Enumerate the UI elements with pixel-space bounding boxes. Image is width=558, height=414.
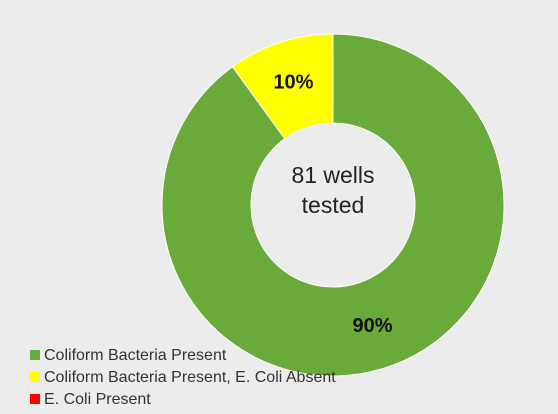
legend-label: Coliform Bacteria Present, E. Coli Absen… — [44, 369, 336, 386]
donut-slice — [231, 33, 334, 140]
donut-slice — [161, 33, 505, 377]
center-label: 81 wells tested — [291, 162, 375, 218]
legend-label: Coliform Bacteria Present — [44, 347, 227, 364]
legend-swatch — [30, 350, 40, 360]
data-label: 10% — [273, 72, 313, 94]
legend-label: E. Coli Present — [44, 391, 151, 408]
legend-swatch — [30, 394, 40, 404]
data-label: 90% — [353, 315, 393, 337]
legend-swatch — [30, 372, 40, 382]
